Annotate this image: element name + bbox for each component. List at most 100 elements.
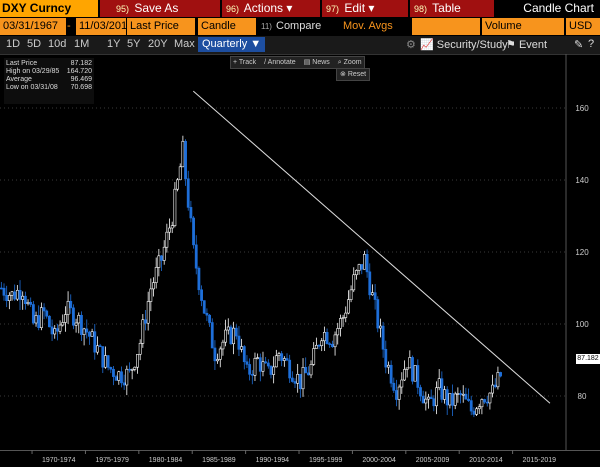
candle-down — [440, 378, 444, 400]
candle-up — [66, 300, 70, 315]
candle-up — [296, 374, 300, 384]
candle-up — [261, 361, 265, 372]
candle-down — [328, 343, 332, 345]
candles — [0, 135, 502, 418]
candle-down — [50, 326, 54, 335]
mov-avgs-button[interactable]: Mov. Avgs — [340, 18, 410, 35]
candle-down — [392, 382, 396, 391]
row2-empty-field[interactable] — [412, 18, 480, 35]
y-tick-label: 120 — [575, 248, 589, 257]
security-study-button[interactable]: 📈 Security/Study — [420, 38, 508, 51]
candle-down — [285, 358, 289, 361]
x-tick-label: 2000-2004 — [362, 457, 396, 464]
volume-select[interactable]: Volume — [482, 18, 564, 35]
candle-up — [152, 282, 155, 290]
legend-label-low: Low on 03/31/08 — [6, 84, 58, 91]
candle-down — [245, 361, 249, 365]
compare-num: 11) — [258, 18, 278, 35]
annotate-button[interactable]: / Annotate — [264, 59, 296, 66]
save-as-num: 95) — [116, 4, 130, 14]
candle-up — [400, 379, 404, 388]
ticker-field[interactable]: DXY Curncy — [0, 0, 98, 17]
period-1m[interactable]: 1M — [74, 38, 90, 50]
candle-chart[interactable]: 80 100 120 140 160 1970-1974 1975-1979 1980-19… — [0, 54, 600, 467]
candle-down — [288, 359, 292, 379]
candle-up — [443, 389, 446, 400]
candle-up — [181, 140, 185, 168]
chart-study-icon: 📈 — [420, 39, 434, 51]
candle-up — [74, 322, 78, 326]
news-button[interactable]: ▤ News — [303, 59, 330, 66]
candle-up — [496, 372, 500, 388]
legend-row-high: High on 03/29/85 164.720 — [6, 68, 92, 76]
period-20y[interactable]: 20Y — [148, 38, 168, 50]
candle-down — [106, 355, 110, 368]
candle-down — [213, 347, 217, 362]
compare-button[interactable]: Compare — [276, 20, 322, 32]
x-tick-label: 1970-1974 — [42, 457, 76, 464]
candle-up — [336, 328, 340, 336]
candle-up — [453, 393, 457, 406]
edit-icon[interactable]: ✎ — [574, 39, 584, 51]
candle-down — [269, 365, 273, 375]
candle-down — [365, 254, 369, 273]
candle-up — [301, 367, 305, 390]
candle-up — [349, 289, 353, 300]
table-menu[interactable]: 98) Table — [410, 0, 494, 17]
candle-down — [5, 295, 9, 302]
candle-up — [274, 355, 278, 368]
x-tick-label: 2010-2014 — [469, 457, 503, 464]
candle-down — [330, 343, 334, 348]
candle-down — [373, 292, 377, 300]
track-button[interactable]: + Track — [233, 59, 257, 66]
candle-up — [240, 346, 244, 350]
candle-up — [397, 386, 401, 400]
period-1d[interactable]: 1D — [6, 38, 21, 50]
style-select[interactable]: Candle — [198, 18, 256, 35]
chart-toolbar: + Track / Annotate ▤ News ⌕ Zoom — [230, 56, 365, 69]
candle-up — [64, 314, 67, 323]
actions-menu[interactable]: 96) Actions ▾ — [222, 0, 320, 17]
candle-down — [45, 310, 49, 317]
event-label: Event — [518, 39, 548, 51]
candle-up — [339, 318, 342, 329]
candle-up — [149, 288, 153, 302]
actions-num: 96) — [226, 4, 240, 14]
period-5d[interactable]: 5D — [27, 38, 42, 50]
candle-down — [485, 401, 489, 404]
help-icon[interactable]: ? — [588, 38, 595, 50]
period-10d[interactable]: 10d — [48, 38, 67, 50]
candle-down — [31, 304, 35, 324]
field-select[interactable]: Last Price — [127, 18, 195, 35]
x-tick-label: 1985-1989 — [202, 457, 236, 464]
candle-down — [47, 315, 51, 328]
save-as-menu[interactable]: 95) Save As — [100, 0, 220, 17]
period-5y[interactable]: 5Y — [127, 38, 141, 50]
legend-row-low: Low on 03/31/08 70.698 — [6, 84, 92, 92]
chevron-down-icon: ▾ — [368, 1, 375, 15]
end-date-field[interactable]: 11/03/2014 — [76, 18, 133, 35]
period-max[interactable]: Max — [174, 38, 195, 50]
currency-select[interactable]: USD — [566, 18, 600, 35]
reset-button[interactable]: ⊗ Reset — [336, 68, 371, 81]
track-label: Track — [238, 59, 257, 66]
candle-up — [253, 358, 257, 376]
candle-down — [304, 367, 308, 374]
candle-up — [7, 295, 11, 302]
settings-icon[interactable]: ⚙ — [406, 39, 416, 51]
candle-down — [160, 255, 163, 261]
start-date-field[interactable]: 03/31/1967 — [0, 18, 66, 35]
candle-up — [491, 384, 494, 394]
period-1y[interactable]: 1Y — [107, 38, 121, 50]
candle-up — [125, 368, 129, 386]
event-button[interactable]: ⚑ Event — [506, 38, 547, 51]
candle-down — [120, 371, 123, 384]
candle-up — [168, 227, 171, 233]
zoom-button[interactable]: ⌕ Zoom — [337, 59, 362, 66]
edit-menu[interactable]: 97) Edit ▾ — [322, 0, 408, 17]
candle-up — [387, 364, 390, 368]
legend-value-average: 96.469 — [70, 76, 92, 83]
candle-up — [34, 315, 38, 324]
candle-down — [493, 384, 497, 388]
frequency-select[interactable]: Quarterly ▼ — [198, 37, 266, 52]
